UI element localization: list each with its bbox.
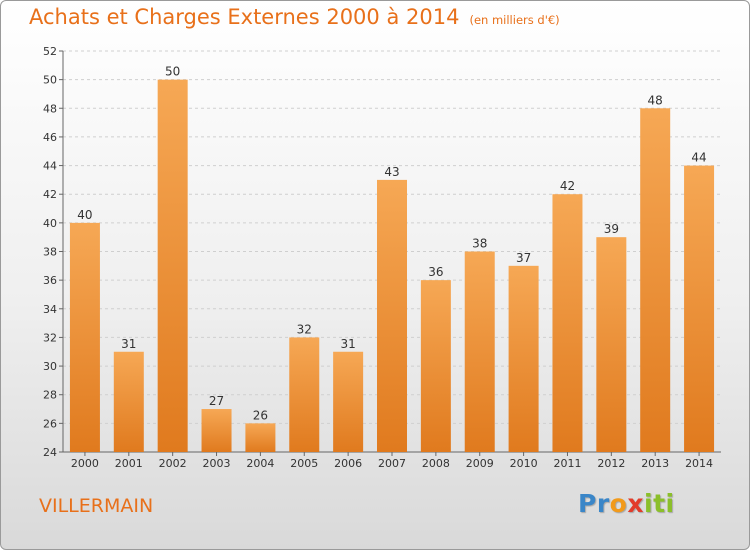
x-tick-label: 2001 xyxy=(115,457,143,470)
data-label: 27 xyxy=(209,394,224,408)
data-label: 37 xyxy=(516,251,531,265)
x-tick-label: 2003 xyxy=(203,457,231,470)
logo-letter: x xyxy=(627,489,644,518)
y-tick-label: 38 xyxy=(43,246,57,259)
x-tick-label: 2013 xyxy=(641,457,669,470)
y-tick-label: 48 xyxy=(43,102,57,115)
proxiti-logo: Proxiti xyxy=(578,489,675,518)
bar xyxy=(640,108,671,453)
bar xyxy=(596,237,627,452)
data-label: 36 xyxy=(428,265,443,279)
bar xyxy=(508,265,539,452)
chart-unit: (en milliers d'€) xyxy=(469,13,560,27)
y-tick-label: 42 xyxy=(43,188,57,201)
chart-title-text: Achats et Charges Externes 2000 à 2014 xyxy=(29,5,460,29)
data-label: 44 xyxy=(691,151,706,165)
bar xyxy=(420,280,451,452)
x-tick-label: 2002 xyxy=(159,457,187,470)
bar xyxy=(289,337,320,452)
commune-name: VILLERMAIN xyxy=(39,495,154,517)
logo-letter: i xyxy=(644,489,654,518)
x-tick-label: 2005 xyxy=(290,457,318,470)
bar xyxy=(552,194,583,452)
chart-title: Achats et Charges Externes 2000 à 2014 (e… xyxy=(29,5,560,29)
x-tick-label: 2011 xyxy=(553,457,581,470)
x-tick-label: 2010 xyxy=(510,457,538,470)
bar xyxy=(377,179,407,452)
y-tick-label: 24 xyxy=(43,446,57,459)
x-tick-label: 2006 xyxy=(334,457,362,470)
logo-letter: ti xyxy=(653,489,675,518)
x-tick-label: 2004 xyxy=(246,457,274,470)
logo-letter: P xyxy=(578,489,597,518)
y-tick-label: 30 xyxy=(43,360,57,373)
logo-letter: r xyxy=(596,489,610,518)
y-tick-label: 26 xyxy=(43,417,57,430)
y-tick-label: 50 xyxy=(43,74,57,87)
y-tick-label: 34 xyxy=(43,303,57,316)
data-label: 40 xyxy=(77,208,92,222)
bar xyxy=(684,165,715,453)
data-label: 43 xyxy=(384,165,399,179)
bar xyxy=(245,423,276,452)
y-tick-label: 40 xyxy=(43,217,57,230)
x-tick-label: 2009 xyxy=(466,457,494,470)
bar xyxy=(113,351,144,452)
data-label: 31 xyxy=(121,337,136,351)
bar xyxy=(69,222,100,452)
y-tick-label: 44 xyxy=(43,160,57,173)
data-label: 32 xyxy=(297,322,312,336)
y-tick-label: 36 xyxy=(43,274,57,287)
x-tick-label: 2014 xyxy=(685,457,713,470)
bar xyxy=(333,351,364,452)
y-tick-label: 32 xyxy=(43,331,57,344)
x-tick-label: 2008 xyxy=(422,457,450,470)
x-tick-label: 2000 xyxy=(71,457,99,470)
bar xyxy=(157,79,188,453)
bar xyxy=(201,409,232,452)
bar xyxy=(464,251,495,452)
data-label: 48 xyxy=(648,93,663,107)
data-label: 42 xyxy=(560,179,575,193)
data-label: 31 xyxy=(340,337,355,351)
y-tick-label: 28 xyxy=(43,389,57,402)
data-label: 26 xyxy=(253,408,268,422)
y-tick-label: 52 xyxy=(43,45,57,58)
data-label: 50 xyxy=(165,65,180,79)
data-label: 38 xyxy=(472,237,487,251)
x-tick-label: 2007 xyxy=(378,457,406,470)
data-label: 39 xyxy=(604,222,619,236)
x-tick-label: 2012 xyxy=(597,457,625,470)
logo-letter: o xyxy=(609,489,628,518)
y-tick-label: 46 xyxy=(43,131,57,144)
